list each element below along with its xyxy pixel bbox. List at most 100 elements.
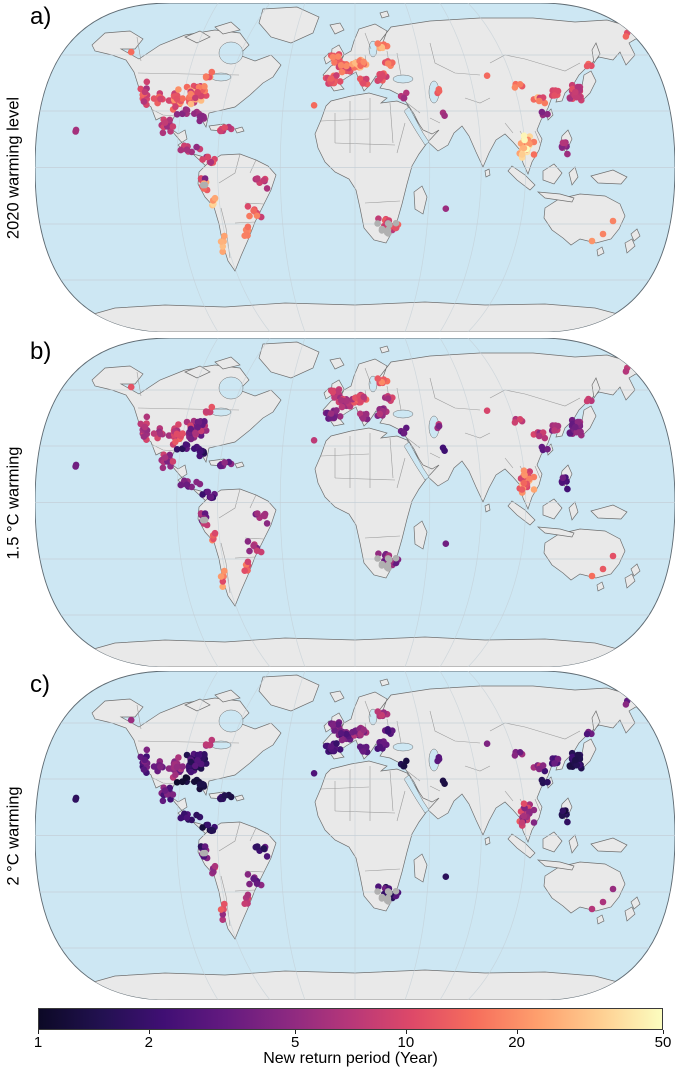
- station-dot: [442, 540, 450, 547]
- station-dot: [564, 818, 571, 826]
- station-dot: [201, 849, 209, 857]
- station-dot: [187, 90, 195, 98]
- landmass: [214, 356, 241, 370]
- station-dot: [435, 755, 443, 763]
- station-dot: [564, 485, 571, 493]
- station-dot: [337, 730, 345, 737]
- station-dot: [343, 730, 350, 738]
- country-border: [504, 457, 514, 469]
- station-dot: [141, 423, 149, 431]
- station-dot: [221, 900, 228, 908]
- station-dot: [551, 427, 558, 434]
- graticule-meridian: [439, 3, 482, 332]
- landmass: [536, 859, 575, 871]
- station-dot: [541, 434, 549, 442]
- station-dot: [244, 891, 252, 899]
- landmass: [82, 301, 630, 332]
- station-dot: [173, 111, 181, 118]
- country-border: [429, 42, 481, 76]
- colorbar-tick-label: 10: [397, 1034, 415, 1051]
- country-border: [429, 377, 481, 411]
- station-dot: [327, 410, 335, 417]
- landmass: [379, 10, 390, 19]
- station-dot: [564, 150, 571, 158]
- landmass: [234, 794, 245, 802]
- station-dot: [337, 397, 345, 404]
- station-dot: [187, 768, 195, 776]
- station-dot: [516, 416, 524, 423]
- country-border: [534, 798, 541, 812]
- country-border: [429, 452, 441, 459]
- station-dot: [336, 746, 344, 753]
- country-border: [489, 54, 546, 66]
- station-dot: [599, 898, 607, 906]
- station-dot: [191, 110, 198, 117]
- station-dot: [392, 219, 400, 227]
- station-dot: [192, 762, 199, 770]
- station-dot: [360, 726, 368, 734]
- country-border: [136, 36, 142, 62]
- landmass: [507, 165, 536, 191]
- station-dot: [169, 791, 177, 798]
- station-dot: [263, 185, 271, 192]
- landmass: [542, 163, 563, 185]
- station-dot: [343, 397, 350, 405]
- station-dots: [72, 29, 631, 255]
- colorbar-tick-label: 5: [290, 1034, 300, 1051]
- colorbar-tick-label: 20: [508, 1034, 525, 1051]
- country-border: [464, 765, 491, 772]
- graticule-meridian: [467, 3, 527, 332]
- landmass: [82, 969, 630, 1000]
- landmass: [590, 837, 628, 853]
- station-dot: [573, 428, 581, 436]
- station-dot: [333, 407, 340, 414]
- station-dot: [516, 81, 524, 88]
- station-dot: [385, 230, 392, 237]
- station-dot: [588, 572, 596, 580]
- station-dot: [574, 83, 582, 91]
- landmass: [484, 836, 491, 846]
- country-border: [464, 432, 491, 439]
- country-border: [396, 52, 402, 76]
- colorbar-tick: [516, 1030, 518, 1034]
- station-dot: [359, 748, 367, 755]
- station-dot: [187, 758, 195, 766]
- station-dot: [253, 212, 261, 219]
- landmass: [624, 573, 636, 589]
- station-dot: [403, 757, 410, 765]
- landmass: [484, 503, 491, 513]
- country-border: [396, 387, 402, 411]
- station-dot: [141, 88, 149, 96]
- country-border: [320, 453, 370, 457]
- ylabel-b: 1.5 °C warming: [4, 446, 23, 559]
- station-dot: [193, 811, 200, 819]
- station-dot: [175, 754, 182, 761]
- graticule-meridian: [217, 3, 271, 332]
- country-border: [320, 118, 370, 122]
- landmass: [413, 853, 428, 883]
- landmass: [596, 914, 605, 925]
- station-dot: [199, 156, 206, 163]
- station-dot: [526, 808, 533, 816]
- station-dot: [378, 895, 386, 902]
- world-map-c: [35, 671, 675, 1000]
- colorbar-tick-label: 50: [654, 1034, 672, 1051]
- station-dot: [196, 781, 204, 788]
- station-dot: [208, 68, 216, 76]
- station-dot: [403, 424, 410, 432]
- station-dot: [166, 451, 174, 459]
- station-dot: [201, 83, 208, 90]
- station-dot: [333, 72, 340, 79]
- station-dot: [518, 151, 526, 158]
- station-dot: [573, 761, 581, 769]
- world-map-b: [35, 338, 675, 667]
- country-border: [489, 389, 546, 401]
- station-dot: [159, 797, 167, 805]
- station-dot: [219, 248, 226, 255]
- station-dot: [204, 488, 212, 496]
- panel-a: a) 2020 warming level: [0, 3, 675, 332]
- station-dot: [530, 819, 538, 826]
- panel-letter-a: a): [30, 3, 52, 30]
- station-dot: [574, 751, 582, 759]
- station-dot: [204, 153, 212, 161]
